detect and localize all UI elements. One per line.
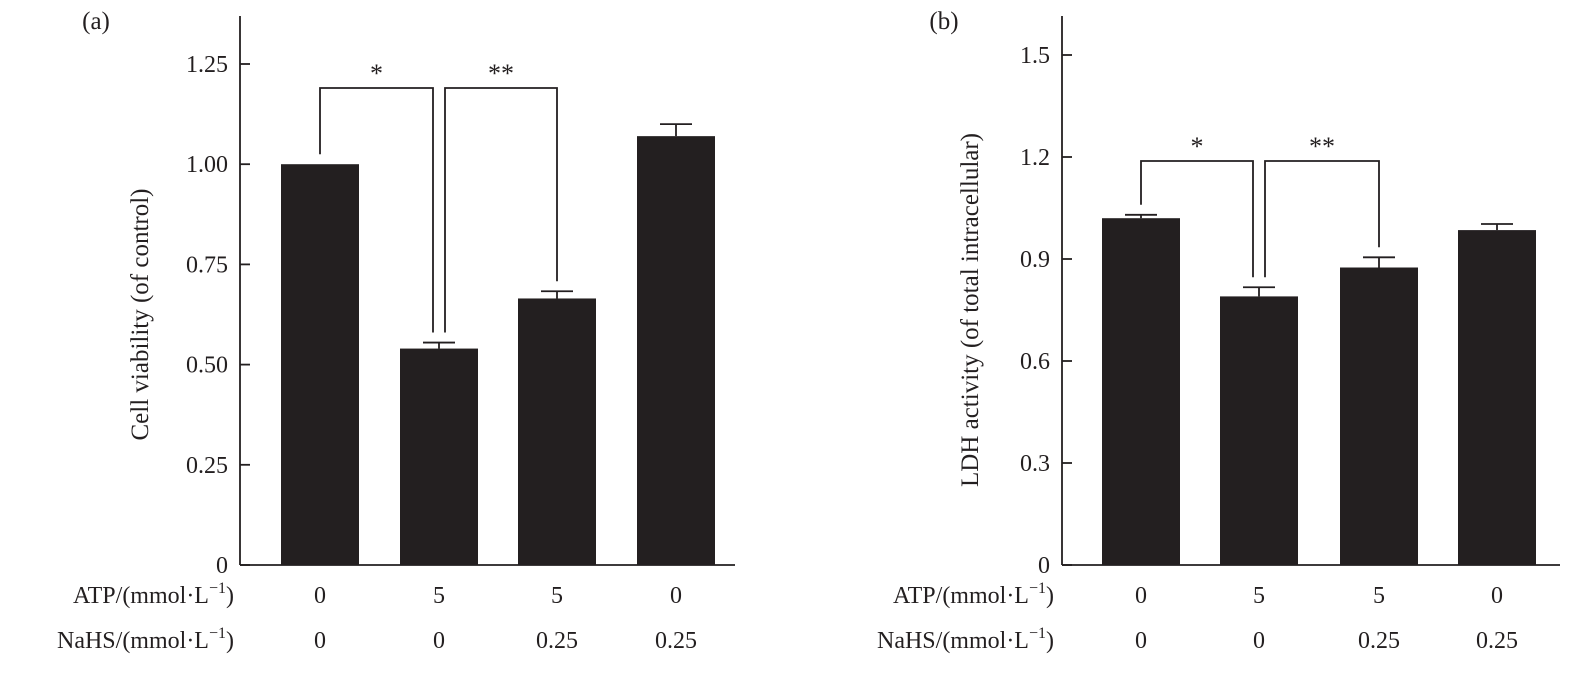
condition-value: 5 bbox=[1373, 583, 1385, 609]
condition-value: 0 bbox=[1491, 583, 1503, 609]
condition-label-close: ) bbox=[226, 628, 234, 654]
condition-label-superscript: −1 bbox=[209, 625, 226, 642]
condition-label-close: ) bbox=[1046, 583, 1054, 609]
condition-value: 0.25 bbox=[1476, 628, 1518, 654]
condition-value: 0.25 bbox=[1358, 628, 1400, 654]
bar bbox=[1220, 296, 1298, 565]
condition-value: 0 bbox=[1135, 628, 1147, 654]
significance-star: ** bbox=[488, 59, 514, 88]
condition-row-label: ATP/(mmol·L−1) bbox=[893, 580, 1054, 609]
y-tick-label: 0.9 bbox=[1020, 247, 1050, 273]
significance-star: * bbox=[1191, 132, 1204, 161]
significance-bracket bbox=[444, 87, 558, 333]
y-tick-label: 0 bbox=[216, 553, 228, 579]
panel-label: (b) bbox=[929, 8, 958, 35]
y-tick-label: 0.75 bbox=[186, 252, 228, 278]
bar bbox=[518, 298, 596, 565]
y-tick-label: 1.5 bbox=[1020, 43, 1050, 69]
condition-label-superscript: −1 bbox=[209, 580, 226, 597]
significance-bracket bbox=[319, 87, 434, 333]
y-tick-label: 1.00 bbox=[186, 152, 228, 178]
y-axis-title: LDH activity (of total intracellular) bbox=[957, 133, 984, 487]
y-tick-label: 0.6 bbox=[1020, 349, 1050, 375]
condition-row-label: NaHS/(mmol·L−1) bbox=[877, 625, 1054, 654]
condition-value: 0 bbox=[1135, 583, 1147, 609]
condition-label-close: ) bbox=[1046, 628, 1054, 654]
condition-value: 0 bbox=[1253, 628, 1265, 654]
condition-value: 0 bbox=[314, 583, 326, 609]
y-axis-title: Cell viability (of control) bbox=[127, 188, 154, 440]
condition-value: 5 bbox=[551, 583, 563, 609]
condition-value: 5 bbox=[433, 583, 445, 609]
bar bbox=[1102, 218, 1180, 565]
y-tick-label: 1.25 bbox=[186, 52, 228, 78]
y-tick-label: 0 bbox=[1038, 553, 1050, 579]
condition-value: 5 bbox=[1253, 583, 1265, 609]
significance-star: * bbox=[370, 59, 383, 88]
condition-label-superscript: −1 bbox=[1029, 580, 1046, 597]
condition-value: 0 bbox=[433, 628, 445, 654]
y-tick-label: 0.50 bbox=[186, 353, 228, 379]
condition-label-text: NaHS/(mmol·L bbox=[57, 628, 209, 654]
y-tick-label: 0.3 bbox=[1020, 451, 1050, 477]
condition-label-close: ) bbox=[226, 583, 234, 609]
significance-bracket bbox=[1264, 160, 1380, 278]
panel-label: (a) bbox=[82, 8, 110, 35]
condition-label-text: ATP/(mmol·L bbox=[73, 583, 209, 609]
bar bbox=[281, 164, 359, 565]
condition-label-text: ATP/(mmol·L bbox=[893, 583, 1029, 609]
y-tick-label: 0.25 bbox=[186, 453, 228, 479]
chart-panel-b: (b) 0 0.3 0.6 0.9 1.2 1.5 LDH activity (of tota… bbox=[877, 8, 1560, 654]
y-tick-label: 1.2 bbox=[1020, 145, 1050, 171]
bar bbox=[637, 136, 715, 566]
condition-label-superscript: −1 bbox=[1029, 625, 1046, 642]
significance-bracket bbox=[1140, 160, 1254, 278]
bar bbox=[1458, 230, 1536, 565]
condition-value: 0 bbox=[670, 583, 682, 609]
significance-star: ** bbox=[1309, 132, 1335, 161]
chart-panel-a: (a) 0 0.25 0.50 0.75 1.00 1.25 Cell viability (… bbox=[57, 8, 735, 654]
condition-row-label: NaHS/(mmol·L−1) bbox=[57, 625, 234, 654]
condition-row-label: ATP/(mmol·L−1) bbox=[73, 580, 234, 609]
condition-value: 0.25 bbox=[655, 628, 697, 654]
bar bbox=[400, 348, 478, 565]
condition-label-text: NaHS/(mmol·L bbox=[877, 628, 1029, 654]
bar bbox=[1340, 267, 1418, 565]
condition-value: 0 bbox=[314, 628, 326, 654]
condition-value: 0.25 bbox=[536, 628, 578, 654]
